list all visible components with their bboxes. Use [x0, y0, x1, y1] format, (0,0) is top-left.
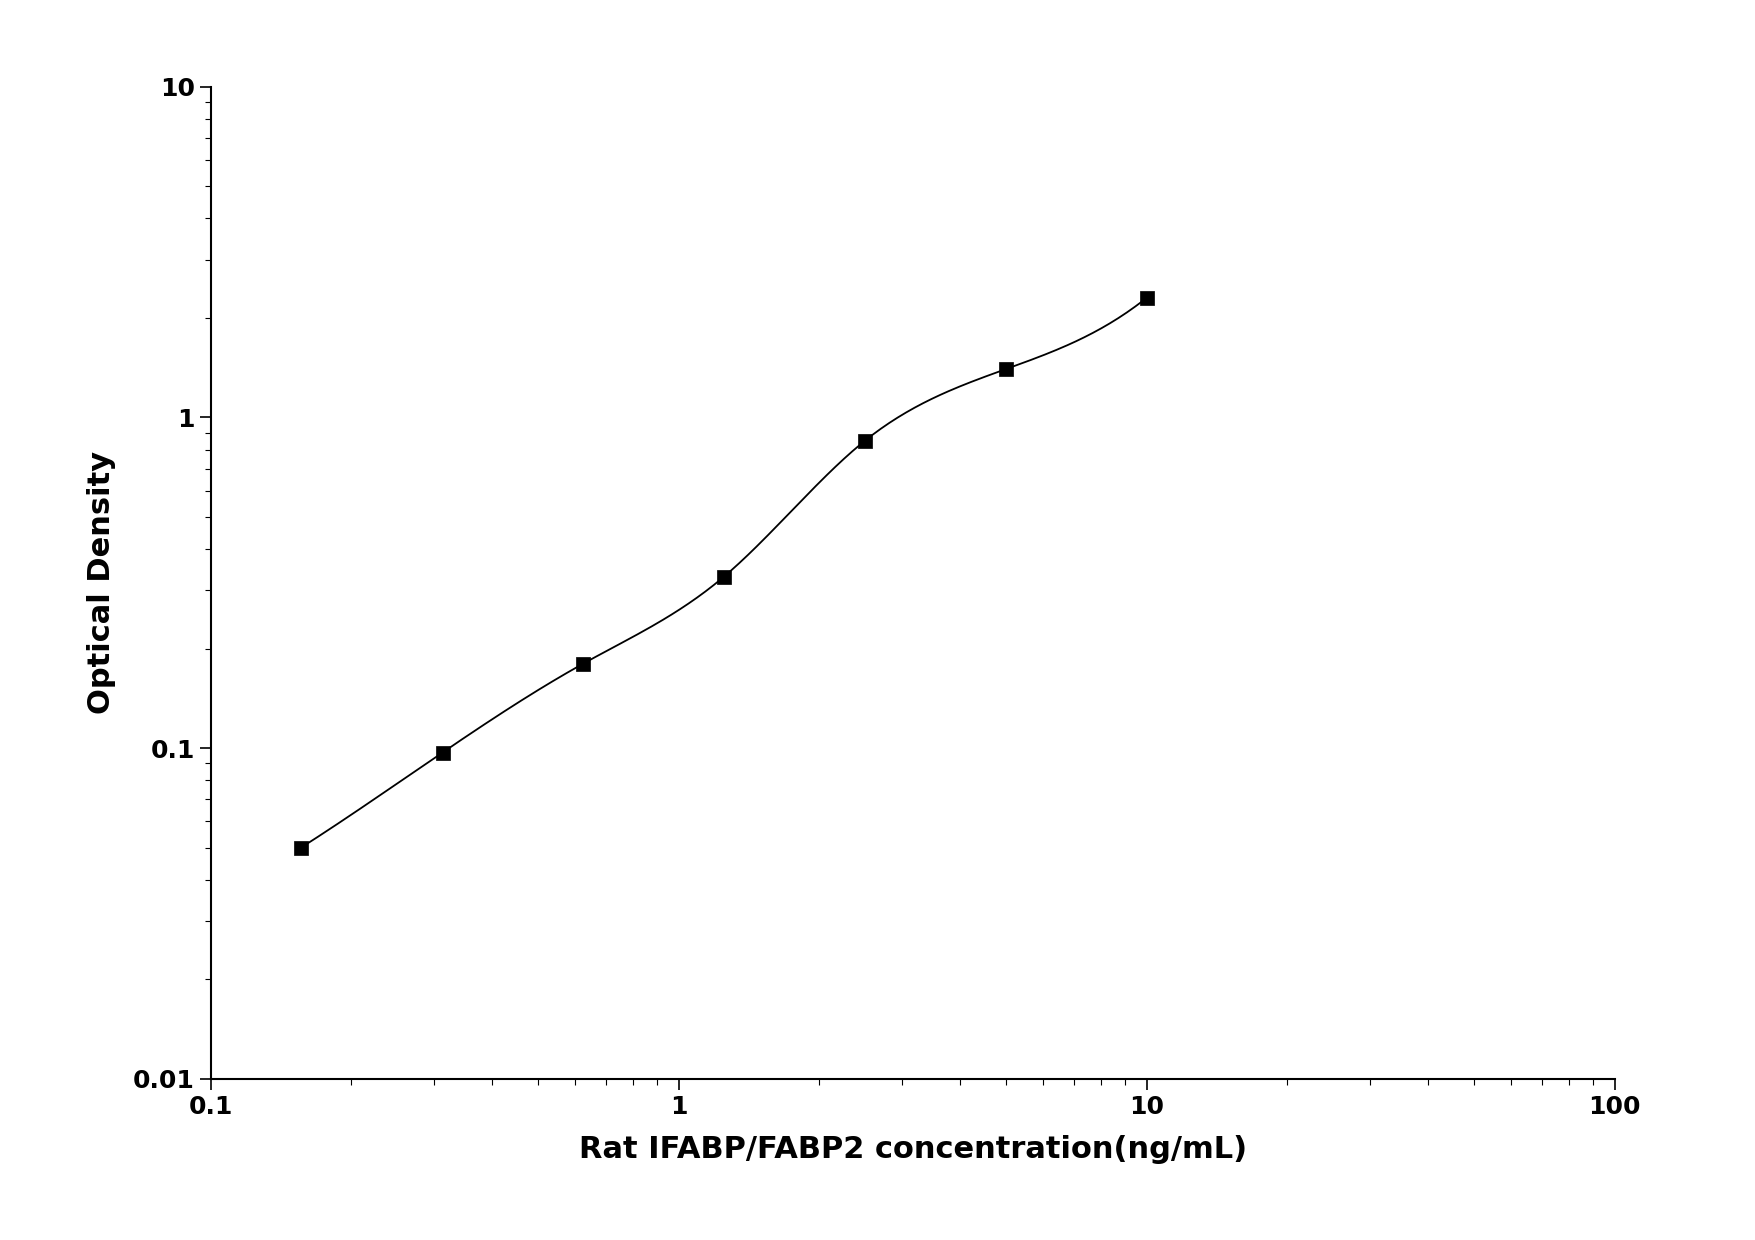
Point	[851, 430, 879, 450]
Point	[992, 360, 1020, 379]
Y-axis label: Optical Density: Optical Density	[88, 451, 116, 714]
X-axis label: Rat IFABP/FABP2 concentration(ng/mL): Rat IFABP/FABP2 concentration(ng/mL)	[579, 1136, 1246, 1164]
Point	[569, 653, 597, 673]
Point	[428, 743, 456, 763]
Point	[711, 567, 739, 587]
Point	[1132, 288, 1160, 308]
Point	[286, 838, 314, 858]
